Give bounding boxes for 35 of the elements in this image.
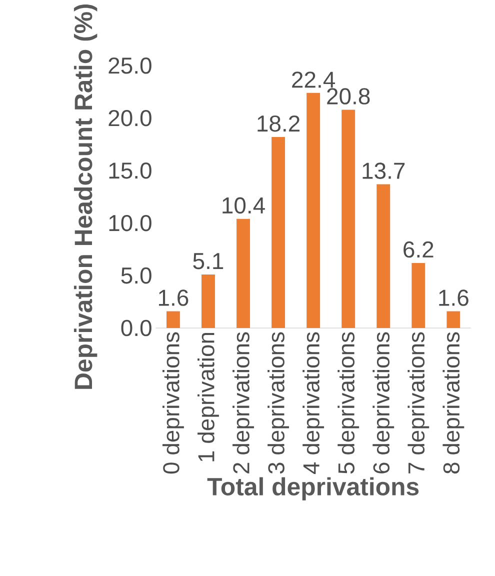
x-tick-label: 2 deprivations (232, 332, 254, 474)
data-label: 1.6 (159, 290, 188, 306)
data-label: 13.7 (362, 162, 405, 179)
bar (306, 92, 320, 328)
x-tick-label: 0 deprivations (162, 332, 184, 474)
data-label: 20.8 (327, 88, 370, 104)
y-tick-label: 20.0 (108, 110, 152, 126)
x-tick-label: 4 deprivations (302, 332, 324, 474)
bar (376, 184, 390, 328)
data-label: 10.4 (222, 197, 265, 214)
x-tick-label: 6 deprivations (372, 332, 394, 474)
y-tick-label: 25.0 (108, 58, 152, 74)
x-tick-label: 3 deprivations (268, 332, 290, 474)
data-label: 1.6 (439, 290, 468, 306)
y-tick-label: 10.0 (109, 214, 152, 232)
x-axis-title: Total deprivations (207, 477, 419, 500)
data-label: 6.2 (404, 241, 434, 258)
data-label: 18.2 (258, 115, 300, 132)
data-label: 22.4 (292, 72, 336, 88)
bar (342, 110, 356, 328)
data-label: 5.1 (193, 253, 224, 270)
x-tick-label: 7 deprivations (408, 332, 430, 474)
y-tick-label: 5.0 (121, 267, 152, 284)
bar (236, 218, 250, 328)
bar (202, 274, 215, 328)
bar (446, 311, 460, 328)
y-tick-label: 0.0 (121, 320, 152, 336)
x-tick-label: 8 deprivations (442, 332, 464, 474)
y-axis-title: Deprivation Headcount Ratio (%) (74, 4, 98, 389)
bar (412, 262, 426, 328)
bar (166, 311, 180, 328)
y-tick-label: 15.0 (109, 162, 152, 179)
bar (272, 137, 286, 328)
x-tick-label: 1 deprivation (198, 332, 219, 462)
x-tick-label: 5 deprivations (338, 332, 360, 474)
